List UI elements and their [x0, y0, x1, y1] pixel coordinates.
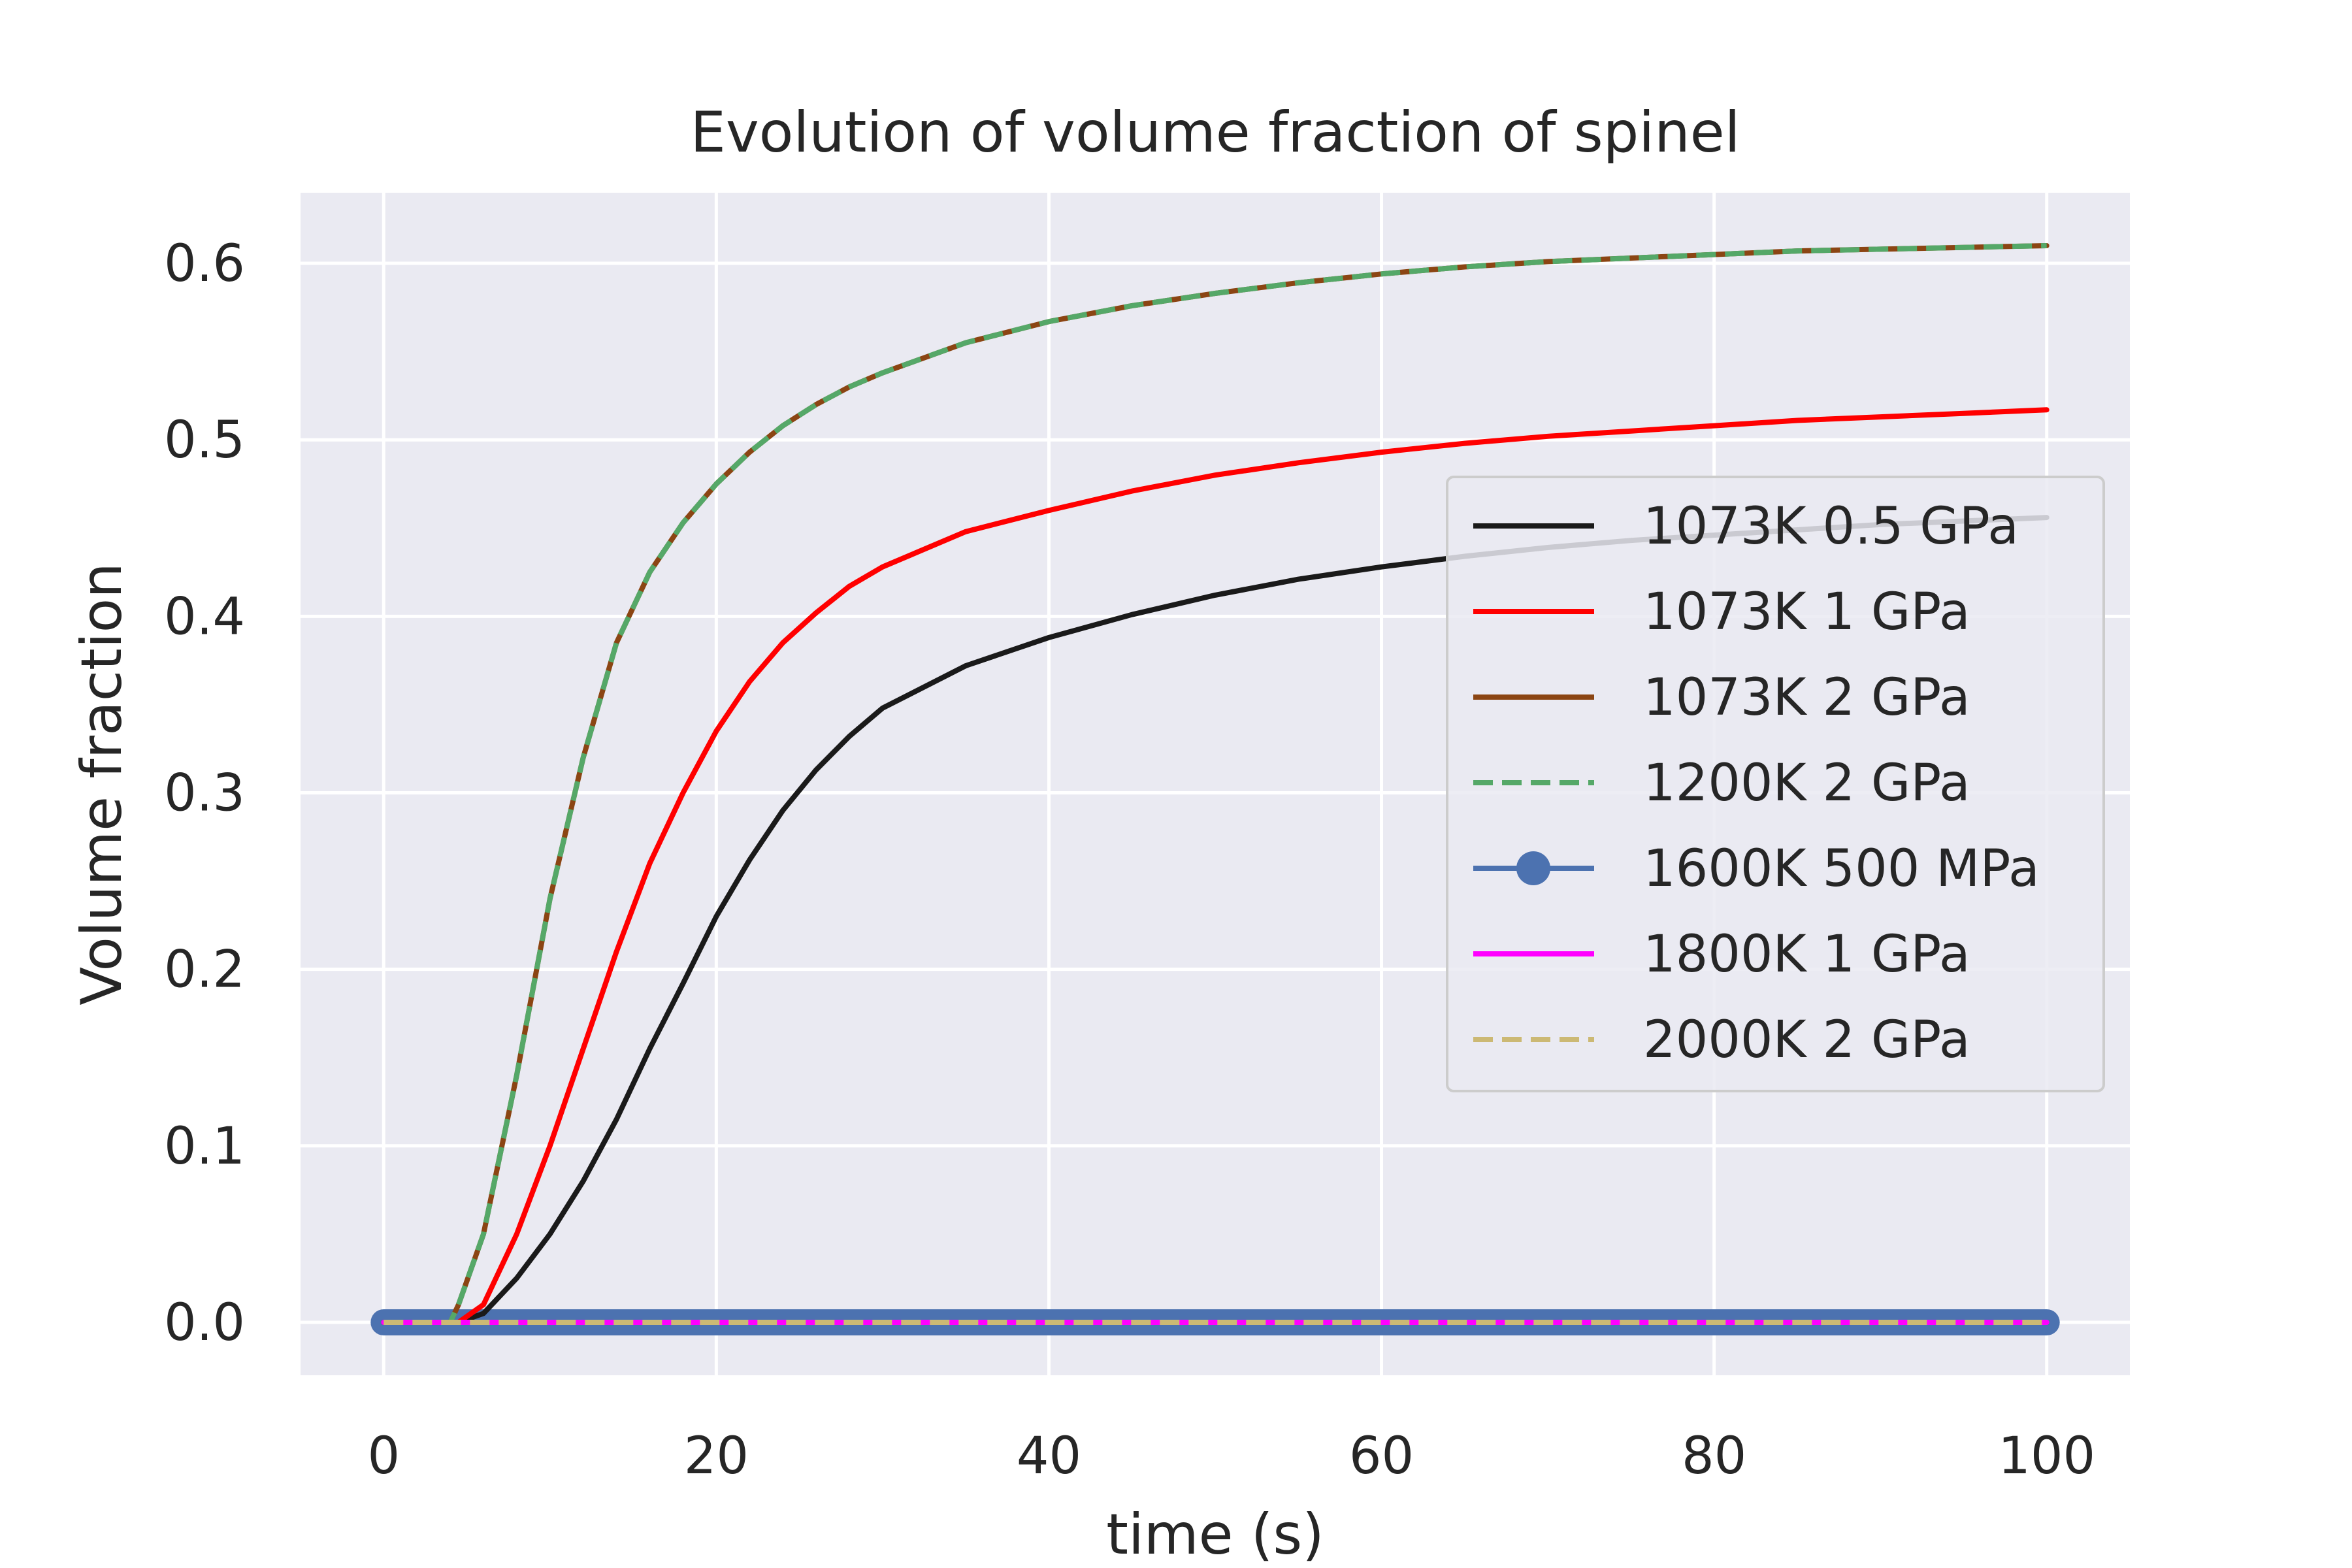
legend-label: 1073K 0.5 GPa	[1643, 497, 2019, 556]
y-tick-label: 0.5	[164, 411, 245, 470]
legend-label: 1200K 2 GPa	[1643, 754, 1970, 813]
legend-label: 2000K 2 GPa	[1643, 1011, 1970, 1070]
y-tick-label: 0.1	[164, 1117, 245, 1176]
legend-label: 1073K 1 GPa	[1643, 583, 1970, 642]
legend: 1073K 0.5 GPa 1073K 1 GPa 1073K 2 GPa 1200K…	[1446, 476, 2105, 1092]
x-tick-label: 80	[1682, 1427, 1746, 1486]
legend-label: 1600K 500 MPa	[1643, 840, 2040, 898]
x-axis-label: time (s)	[1106, 1502, 1324, 1567]
y-tick-label: 0.4	[164, 587, 245, 646]
y-tick-label: 0.2	[164, 941, 245, 1000]
legend-label: 1800K 1 GPa	[1643, 925, 1970, 984]
legend-box	[1446, 476, 2105, 1092]
legend-label: 1073K 2 GPa	[1643, 668, 1970, 727]
y-tick-label: 0.0	[164, 1294, 245, 1352]
x-tick-label: 20	[684, 1427, 749, 1486]
x-tick-label: 40	[1017, 1427, 1081, 1486]
y-tick-label: 0.3	[164, 764, 245, 823]
x-tick-labels: 0 20 40 60 80 100	[367, 1427, 2095, 1486]
y-tick-label: 0.6	[164, 235, 245, 293]
legend-marker	[1516, 851, 1550, 885]
chart-title: Evolution of volume fraction of spinel	[691, 100, 1740, 165]
series-line	[384, 243, 2047, 1325]
y-tick-labels: 0.0 0.1 0.2 0.3 0.4 0.5 0.6	[164, 235, 245, 1352]
x-tick-label: 60	[1349, 1427, 1414, 1486]
x-tick-label: 100	[1998, 1427, 2095, 1486]
series-layer	[370, 243, 2060, 1335]
y-axis-label: Volume fraction	[69, 563, 135, 1005]
series-line	[381, 407, 2050, 1325]
x-tick-label: 0	[367, 1427, 400, 1486]
